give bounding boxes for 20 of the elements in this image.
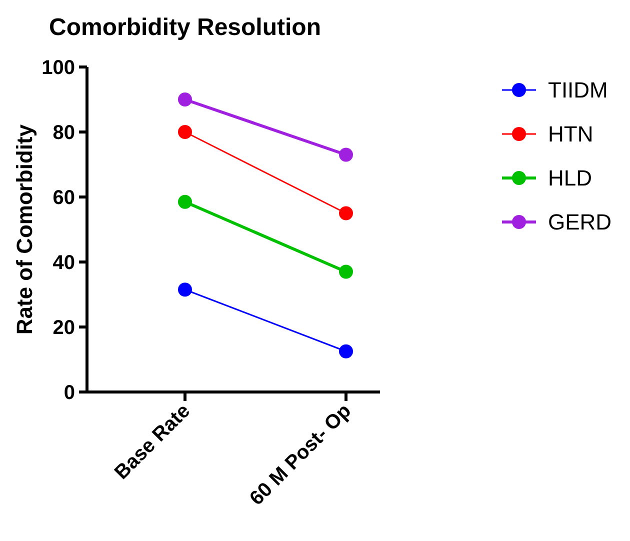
legend-label: HTN (548, 122, 594, 147)
point (178, 92, 192, 106)
point (178, 125, 192, 139)
point (178, 282, 192, 297)
legend-label: HLD (548, 166, 592, 191)
y-tick-label: 60 (52, 187, 75, 209)
y-tick-label: 100 (42, 57, 75, 79)
point (339, 264, 353, 279)
y-tick-label: 80 (52, 122, 75, 144)
chart-title: Comorbidity Resolution (49, 14, 321, 41)
y-tick-label: 40 (52, 252, 75, 274)
y-tick-label: 20 (52, 317, 75, 339)
y-tick-label: 0 (64, 382, 75, 404)
legend-label: TIIDM (548, 78, 608, 103)
legend-label: GERD (548, 210, 612, 235)
point (339, 206, 353, 220)
point (339, 148, 353, 162)
y-axis-title: Rate of Comorbidity (12, 124, 37, 335)
point (339, 344, 353, 358)
point (178, 194, 192, 209)
